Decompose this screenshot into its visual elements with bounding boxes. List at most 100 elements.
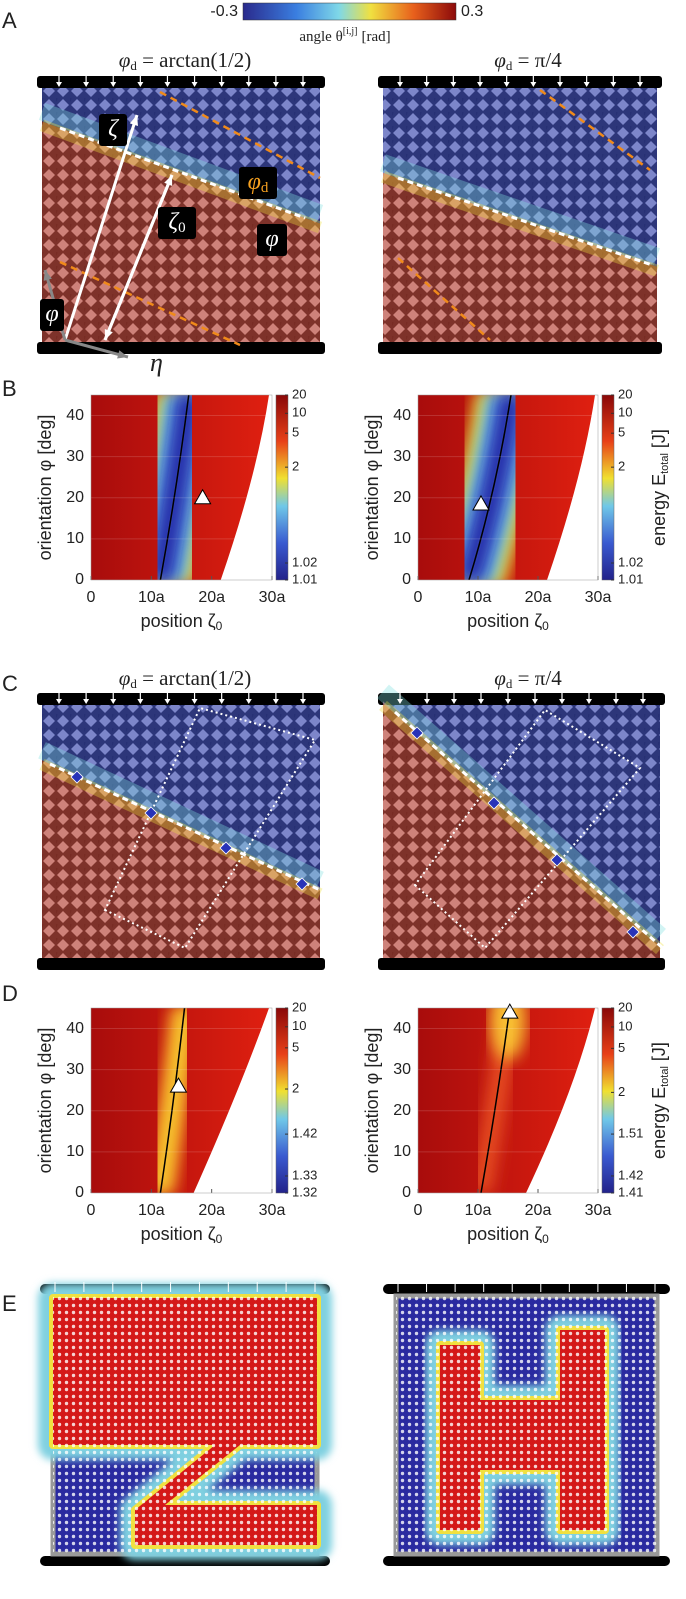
colorbar-max: 0.3: [461, 3, 483, 20]
y-tick-label: 40: [393, 407, 411, 424]
uncompressed-region: [383, 172, 657, 342]
colorbar-tick-label: 10: [292, 405, 306, 420]
load-arrow-head: [272, 699, 279, 704]
text-part: energy E: [649, 474, 669, 546]
colorbar-tick-label: 1.41: [618, 1184, 643, 1199]
marker: [550, 853, 564, 867]
dislocation-line: [59, 260, 241, 347]
y-tick-label: 30: [393, 1061, 411, 1078]
y-tick-label: 30: [393, 448, 411, 465]
colorbar-tick-label: 1.42: [292, 1126, 317, 1141]
x-axis-label: position ζ0: [141, 611, 223, 633]
text-part: 0: [178, 220, 186, 236]
load-arrow-head: [83, 82, 90, 87]
load-arrow-head: [110, 699, 117, 704]
plot-frame: [417, 394, 599, 581]
text-part: φ: [494, 48, 506, 72]
colorbar-tick-label: 20: [292, 999, 306, 1014]
text-part: total: [659, 1066, 671, 1087]
bottom-bar: [37, 958, 325, 970]
transition-band: [380, 154, 660, 266]
text-part: φ: [248, 169, 261, 195]
text-part: total: [659, 453, 671, 474]
load-arrow-head: [530, 82, 537, 87]
load-arrow-head: [397, 699, 403, 704]
x-tick-label: 10a: [138, 589, 165, 606]
x-axis-label: position ζ0: [141, 1224, 223, 1246]
colorbar-tick-label: 1.33: [292, 1167, 317, 1182]
y-tick-label: 0: [75, 1184, 84, 1201]
x-tick-label: 20a: [525, 1202, 552, 1219]
y-axis-label: orientation φ [deg]: [35, 415, 55, 561]
colorbar-tick-label: 1.02: [618, 554, 643, 569]
load-arrow-head: [613, 699, 619, 704]
colorbar-tick-label: 5: [292, 425, 299, 440]
colorbar-tick-label: 20: [618, 999, 632, 1014]
minimum-path: [468, 395, 512, 580]
text-part: = π/4: [512, 48, 562, 72]
transition-band: [39, 119, 323, 234]
load-arrow-head: [164, 699, 171, 704]
text-part: d: [261, 180, 269, 196]
top-bar: [37, 76, 325, 88]
load-arrow-head: [610, 82, 617, 87]
annotation: φd: [248, 169, 269, 197]
load-arrow-head: [110, 82, 117, 87]
y-axis-label: orientation φ [deg]: [35, 1028, 55, 1174]
colorbar-tick-label: 10: [292, 1018, 306, 1033]
load-arrow-head: [637, 82, 643, 87]
top-bar: [383, 1284, 670, 1294]
annotation-box: [40, 299, 64, 331]
marker: [70, 770, 84, 784]
text-part: position ζ: [467, 611, 542, 631]
y-tick-label: 40: [66, 407, 84, 424]
x-tick-label: 20a: [198, 589, 225, 606]
load-arrow-head: [245, 82, 252, 87]
load-arrow-head: [397, 82, 403, 87]
load-arrow-head: [559, 699, 565, 704]
colorbar-label: energy Etotal [J]: [649, 429, 671, 546]
colorbar-tick-label: 1.01: [618, 571, 643, 586]
optimum-marker: [169, 1077, 188, 1093]
annotation-box: [239, 167, 277, 199]
text-part: φ: [119, 666, 131, 690]
text-part: energy E: [649, 1087, 669, 1159]
load-arrow-head: [245, 699, 252, 704]
x-tick-label: 30a: [585, 589, 612, 606]
x-tick-label: 10a: [138, 1202, 165, 1219]
colorbar-tick-label: 2: [292, 459, 299, 474]
annotation-box: [99, 114, 127, 146]
y-axis-label: orientation φ [deg]: [362, 415, 382, 561]
colorbar-tick-label: 5: [618, 1040, 625, 1055]
x-tick-label: 30a: [259, 1202, 286, 1219]
plot-frame: [90, 394, 273, 581]
text-part: η: [150, 348, 163, 377]
text-part: [J]: [649, 1042, 669, 1061]
energy-colorbar: [275, 1007, 289, 1194]
x-tick-label: 30a: [585, 1202, 612, 1219]
load-arrow-head: [586, 699, 592, 704]
colorbar-tick-label: 10: [618, 405, 632, 420]
x-tick-label: 10a: [465, 1202, 492, 1219]
colorbar-tick-label: 5: [292, 1039, 299, 1054]
y-tick-label: 0: [75, 571, 84, 588]
text-part: [i,j]: [343, 26, 358, 37]
annotation-arrow-head: [43, 270, 52, 281]
annotation: φ: [45, 301, 58, 327]
colorbar-tick-label: 20: [292, 386, 306, 401]
text-part: [rad]: [361, 29, 390, 45]
load-arrow-head: [478, 699, 484, 704]
y-tick-label: 0: [402, 1184, 411, 1201]
colorbar-tick-label: 10: [618, 1018, 632, 1033]
uncompressed-region: [42, 760, 320, 958]
y-tick-label: 30: [66, 448, 84, 465]
text-part: position ζ: [141, 1224, 216, 1244]
infeasible-region: [547, 395, 598, 580]
x-tick-label: 0: [414, 589, 423, 606]
energy-colorbar: [601, 394, 615, 581]
text-part: angle θ: [299, 29, 342, 45]
load-arrow-head: [477, 82, 483, 87]
x-tick-label: 0: [87, 1202, 96, 1219]
y-tick-label: 0: [402, 571, 411, 588]
colorbar-tick-label: 1.32: [292, 1184, 317, 1199]
